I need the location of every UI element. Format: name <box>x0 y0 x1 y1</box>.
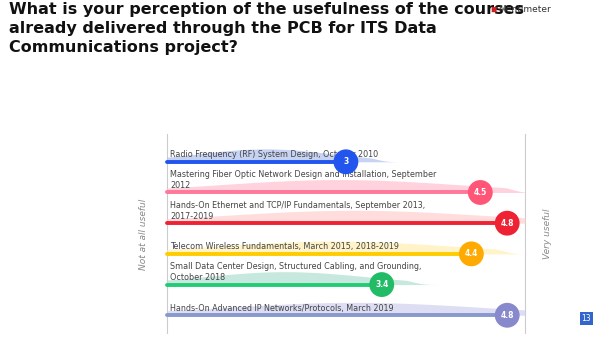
Text: Telecom Wireless Fundamentals, March 2015, 2018-2019: Telecom Wireless Fundamentals, March 201… <box>170 243 399 251</box>
Text: 4.4: 4.4 <box>465 249 478 258</box>
Text: 3: 3 <box>343 157 348 166</box>
Text: Hands-On Ethernet and TCP/IP Fundamentals, September 2013,
2017-2019: Hands-On Ethernet and TCP/IP Fundamental… <box>170 201 425 221</box>
Text: Not at all useful: Not at all useful <box>140 198 148 270</box>
Point <box>377 282 387 287</box>
Text: Mastering Fiber Optic Network Design and Installation, September
2012: Mastering Fiber Optic Network Design and… <box>170 170 436 190</box>
Point <box>502 312 512 318</box>
Point <box>502 221 512 226</box>
Text: 4.5: 4.5 <box>474 188 487 197</box>
Text: Radio Frequency (RF) System Design, October 2010: Radio Frequency (RF) System Design, Octo… <box>170 150 378 159</box>
Text: 4.8: 4.8 <box>501 219 514 228</box>
Text: 4.8: 4.8 <box>501 311 514 320</box>
Text: Mentimeter: Mentimeter <box>498 5 551 14</box>
Text: 13: 13 <box>581 314 591 323</box>
Text: ◼: ◼ <box>491 5 499 14</box>
Text: What is your perception of the usefulness of the courses
already delivered throu: What is your perception of the usefulnes… <box>9 2 524 55</box>
Text: Small Data Center Design, Structured Cabling, and Grounding,
October 2018: Small Data Center Design, Structured Cab… <box>170 262 422 282</box>
Text: Hands-On Advanced IP Networks/Protocols, March 2019: Hands-On Advanced IP Networks/Protocols,… <box>170 304 394 313</box>
Point <box>476 190 485 195</box>
Text: 3.4: 3.4 <box>375 280 389 289</box>
Text: Very useful: Very useful <box>543 209 552 259</box>
Point <box>341 159 351 164</box>
Point <box>466 251 476 257</box>
